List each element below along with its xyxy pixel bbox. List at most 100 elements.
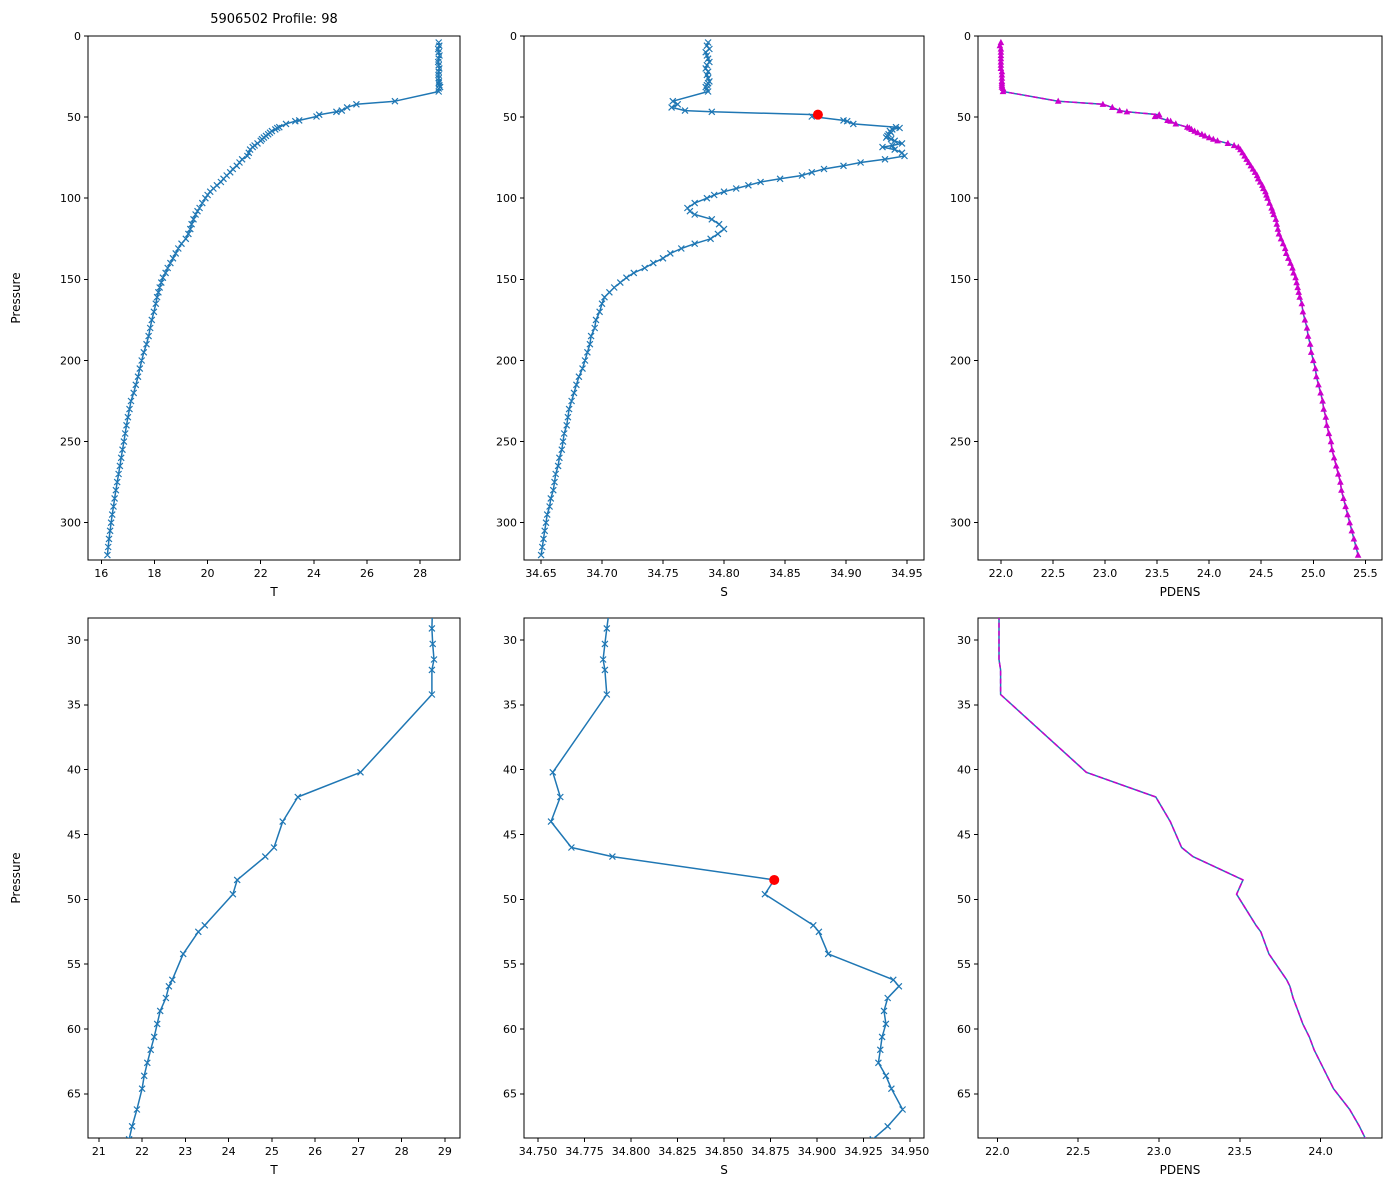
x-tick-label: 34.900	[798, 1145, 837, 1158]
x-tick-label: 26	[360, 567, 374, 580]
x-tick-label: 23.5	[1145, 567, 1170, 580]
x-tick-label: 20	[201, 567, 215, 580]
y-tick-label: 55	[503, 958, 517, 971]
axes-frame	[977, 617, 1383, 1139]
y-tick-label: 65	[67, 1088, 81, 1101]
axis-ticks: 34.750 34.775 34.800 34.825 34.850 34.875 34.9…	[503, 634, 929, 1158]
axis-ticks: 34.65 34.70 34.75 34.80 34.85 34.90 34.95 0 50 10…	[496, 30, 923, 580]
y-tick-label: 55	[957, 958, 971, 971]
x-tick-label: 24	[307, 567, 321, 580]
chart-pdens-full: 22.0 22.5 23.0 23.5 24.0 24.5 25.0 25.5 0 50 100 15…	[932, 0, 1398, 600]
x-axis-label: T	[269, 585, 278, 599]
y-tick-label: 55	[67, 958, 81, 971]
y-tick-label: 65	[957, 1088, 971, 1101]
x-tick-label: 34.850	[705, 1145, 744, 1158]
chart-svg-salinity-full: 34.65 34.70 34.75 34.80 34.85 34.90 34.95 0 50 10…	[496, 30, 925, 599]
x-tick-label: 25.5	[1353, 567, 1378, 580]
series-pdens-0	[999, 42, 1359, 556]
highlight-point	[812, 109, 823, 120]
x-tick-label: 29	[438, 1145, 452, 1158]
y-tick-label: 250	[60, 435, 81, 448]
y-tick-label: 200	[950, 354, 971, 367]
x-tick-label: 34.800	[612, 1145, 651, 1158]
y-tick-label: 200	[60, 354, 81, 367]
x-markers	[103, 39, 444, 559]
y-tick-label: 150	[496, 273, 517, 286]
axes-frame	[523, 35, 925, 561]
x-axis-label: S	[720, 1163, 728, 1177]
y-tick-label: 0	[964, 30, 971, 43]
x-tick-label: 24.0	[1197, 567, 1222, 580]
x-tick-label: 34.875	[751, 1145, 790, 1158]
x-tick-label: 22.5	[1041, 567, 1066, 580]
x-tick-label: 26	[308, 1145, 322, 1158]
y-tick-label: 60	[503, 1023, 517, 1036]
x-axis-label: S	[720, 585, 728, 599]
axes-frame	[87, 35, 461, 561]
series-pdens-1	[998, 618, 1366, 1138]
y-tick-label: 30	[67, 634, 81, 647]
y-tick-label: 50	[67, 893, 81, 906]
y-tick-label: 50	[67, 111, 81, 124]
x-tick-label: 22.5	[1066, 1145, 1091, 1158]
y-tick-label: 60	[957, 1023, 971, 1036]
x-tick-label: 22.0	[985, 1145, 1010, 1158]
x-tick-label: 34.70	[586, 567, 618, 580]
x-tick-label: 34.80	[708, 567, 740, 580]
x-tick-label: 28	[413, 567, 427, 580]
axis-ticks: 22.0 22.5 23.0 23.5 24.0 30 35 40 45 50 55 60 65	[957, 634, 1333, 1158]
x-tick-label: 34.825	[658, 1145, 697, 1158]
y-tick-label: 300	[950, 516, 971, 529]
x-tick-label: 22	[254, 567, 268, 580]
x-tick-label: 34.95	[891, 567, 923, 580]
chart-salinity-zoom: 34.750 34.775 34.800 34.825 34.850 34.875 34.9…	[466, 600, 932, 1200]
y-axis-label: Pressure	[9, 852, 23, 903]
chart-svg-salinity-zoom: 34.750 34.775 34.800 34.825 34.850 34.875 34.9…	[503, 617, 929, 1177]
x-tick-label: 23.5	[1228, 1145, 1253, 1158]
y-tick-label: 30	[957, 634, 971, 647]
y-tick-label: 150	[60, 273, 81, 286]
chart-svg-temperature-full: 16 18 20 22 24 26 28 0 50 100 150 200 250 300 T Pressur…	[9, 12, 461, 599]
series-t-0	[125, 618, 438, 1138]
series-s-0	[547, 618, 907, 1138]
y-tick-label: 300	[60, 516, 81, 529]
axis-ticks: 16 18 20 22 24 26 28 0 50 100 150 200 250 300	[60, 30, 427, 580]
y-tick-label: 60	[67, 1023, 81, 1036]
y-tick-label: 300	[496, 516, 517, 529]
y-tick-label: 50	[957, 111, 971, 124]
axis-ticks: 22.0 22.5 23.0 23.5 24.0 24.5 25.0 25.5 0 50 100 15…	[950, 30, 1378, 580]
y-tick-label: 100	[60, 192, 81, 205]
x-axis-label: PDENS	[1160, 585, 1201, 599]
x-tick-label: 22	[135, 1145, 149, 1158]
chart-svg-pdens-zoom: 22.0 22.5 23.0 23.5 24.0 30 35 40 45 50 55 60 65 PDEN…	[957, 617, 1383, 1177]
axes-frame	[977, 35, 1383, 561]
y-tick-label: 250	[950, 435, 971, 448]
x-markers	[537, 39, 908, 559]
series-t-0	[103, 39, 444, 559]
axes-frame	[523, 617, 925, 1139]
y-tick-label: 50	[957, 893, 971, 906]
x-tick-label: 18	[147, 567, 161, 580]
series-s-0	[537, 39, 908, 559]
y-tick-label: 35	[67, 699, 81, 712]
x-tick-label: 22.0	[989, 567, 1014, 580]
chart-svg-temperature-zoom: 21 22 23 24 25 26 27 28 29 30 35 40 45 50 55 60 65 T Press…	[9, 617, 461, 1177]
x-tick-label: 34.65	[525, 567, 557, 580]
x-tick-label: 27	[351, 1145, 365, 1158]
chart-title: 5906502 Profile: 98	[210, 12, 338, 27]
x-tick-label: 34.775	[565, 1145, 604, 1158]
x-tick-label: 34.950	[891, 1145, 930, 1158]
x-axis-label: PDENS	[1160, 1163, 1201, 1177]
x-tick-label: 24.0	[1308, 1145, 1333, 1158]
x-tick-label: 34.85	[769, 567, 801, 580]
y-tick-label: 45	[67, 828, 81, 841]
x-tick-label: 21	[92, 1145, 106, 1158]
y-tick-label: 35	[957, 699, 971, 712]
chart-svg-pdens-full: 22.0 22.5 23.0 23.5 24.0 24.5 25.0 25.5 0 50 100 15…	[950, 30, 1383, 599]
x-markers	[547, 624, 907, 1138]
y-tick-label: 0	[510, 30, 517, 43]
x-tick-label: 25	[265, 1145, 279, 1158]
y-tick-label: 150	[950, 273, 971, 286]
axes-frame	[87, 617, 461, 1139]
x-tick-label: 34.90	[830, 567, 862, 580]
